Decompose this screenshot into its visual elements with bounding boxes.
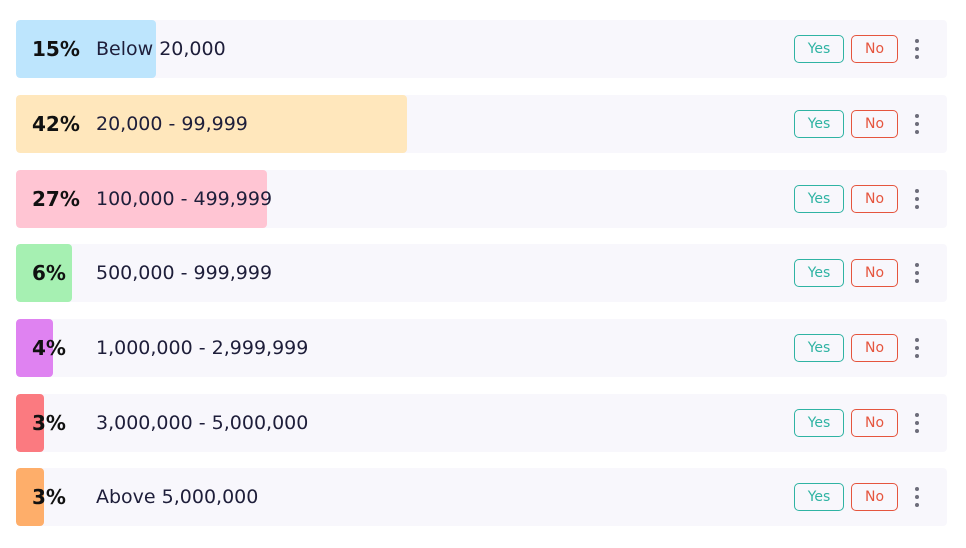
option-row-above-5000000: 3% Above 5,000,000 Yes No — [16, 468, 947, 526]
option-row-500000-999999: 6% 500,000 - 999,999 Yes No — [16, 244, 947, 302]
option-row-3000000-5000000: 3% 3,000,000 - 5,000,000 Yes No — [16, 394, 947, 452]
yes-button[interactable]: Yes — [794, 334, 844, 362]
option-label: Below 20,000 — [96, 38, 226, 60]
option-label: 100,000 - 499,999 — [96, 188, 273, 210]
yes-button[interactable]: Yes — [794, 110, 844, 138]
more-options-icon[interactable] — [909, 336, 925, 360]
option-percent: 3% — [32, 411, 66, 435]
option-row-20000-99999: 42% 20,000 - 99,999 Yes No — [16, 95, 947, 153]
option-percent: 6% — [32, 261, 66, 285]
option-percent: 15% — [32, 37, 80, 61]
percentage-bar — [16, 170, 268, 228]
no-button[interactable]: No — [851, 35, 898, 63]
option-row-100000-499999: 27% 100,000 - 499,999 Yes No — [16, 170, 947, 228]
yes-button[interactable]: Yes — [794, 185, 844, 213]
yes-button[interactable]: Yes — [794, 35, 844, 63]
option-percent: 4% — [32, 336, 66, 360]
option-percent: 27% — [32, 187, 80, 211]
percentage-bar — [16, 319, 54, 377]
option-row-below-20000: 15% Below 20,000 Yes No — [16, 20, 947, 78]
percentage-bar — [16, 468, 44, 526]
option-label: 3,000,000 - 5,000,000 — [96, 412, 309, 434]
more-options-icon[interactable] — [909, 187, 925, 211]
percentage-bar — [16, 95, 408, 153]
option-percent: 42% — [32, 112, 80, 136]
yes-button[interactable]: Yes — [794, 483, 844, 511]
no-button[interactable]: No — [851, 110, 898, 138]
more-options-icon[interactable] — [909, 485, 925, 509]
yes-button[interactable]: Yes — [794, 409, 844, 437]
option-label: 500,000 - 999,999 — [96, 262, 273, 284]
no-button[interactable]: No — [851, 409, 898, 437]
no-button[interactable]: No — [851, 185, 898, 213]
percentage-bar — [16, 20, 156, 78]
option-label: 20,000 - 99,999 — [96, 113, 248, 135]
more-options-icon[interactable] — [909, 37, 925, 61]
more-options-icon[interactable] — [909, 411, 925, 435]
option-row-1000000-2999999: 4% 1,000,000 - 2,999,999 Yes No — [16, 319, 947, 377]
no-button[interactable]: No — [851, 334, 898, 362]
more-options-icon[interactable] — [909, 112, 925, 136]
option-label: Above 5,000,000 — [96, 486, 259, 508]
percentage-bar — [16, 394, 44, 452]
no-button[interactable]: No — [851, 483, 898, 511]
option-label: 1,000,000 - 2,999,999 — [96, 337, 309, 359]
percentage-bar — [16, 244, 72, 302]
more-options-icon[interactable] — [909, 261, 925, 285]
yes-button[interactable]: Yes — [794, 259, 844, 287]
option-percent: 3% — [32, 485, 66, 509]
no-button[interactable]: No — [851, 259, 898, 287]
